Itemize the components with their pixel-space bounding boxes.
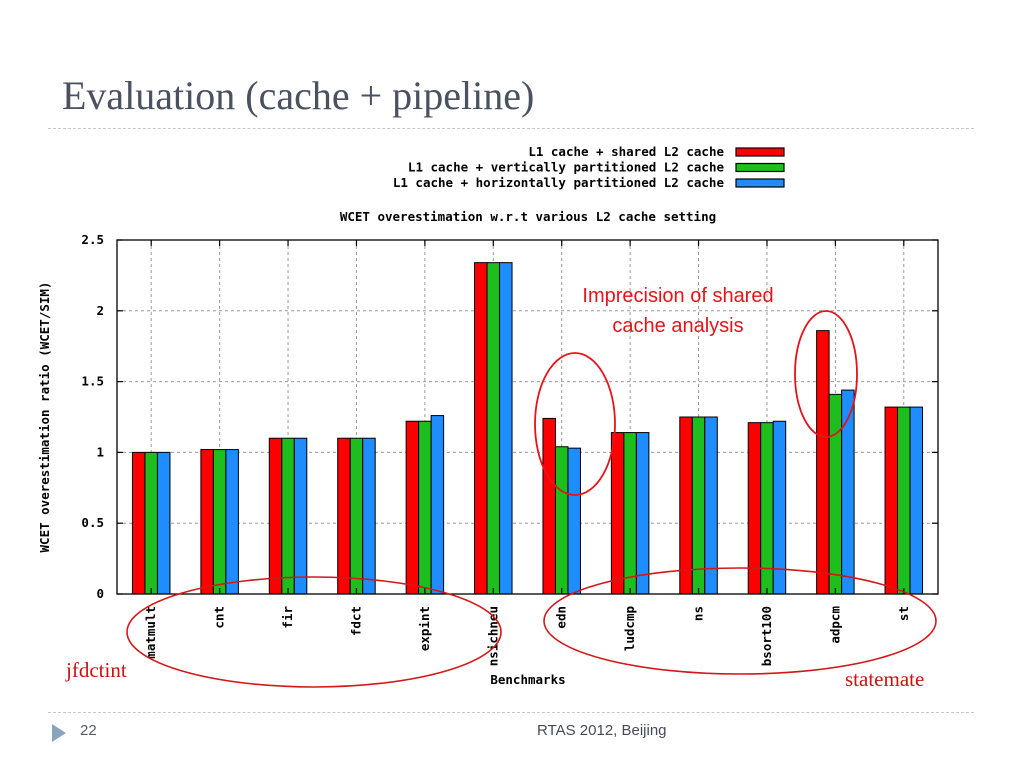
x-tick-label: fdct <box>348 606 363 636</box>
legend-label: L1 cache + vertically partitioned L2 cac… <box>408 160 725 175</box>
bar-st-series-1 <box>884 406 899 595</box>
chart-grid <box>117 240 938 594</box>
bar-matmult-series-3 <box>156 451 171 595</box>
bar-nsichneu-series-1 <box>474 262 488 595</box>
statemate-group-ellipse <box>543 567 937 675</box>
footer-venue: RTAS 2012, Beijing <box>537 722 667 739</box>
x-tick-label: st <box>896 606 911 621</box>
x-tick-label: edn <box>554 606 569 629</box>
jfdctint-group-ellipse <box>126 576 502 688</box>
bar-ns-series-3 <box>704 416 718 595</box>
y-tick-label: 2.5 <box>81 232 104 247</box>
bar-expint-series-2 <box>418 420 432 595</box>
bar-fdct-series-2 <box>349 437 364 595</box>
footer-divider <box>48 712 974 713</box>
bar-edn-series-3 <box>567 447 581 595</box>
legend-label: L1 cache + horizontally partitioned L2 c… <box>393 175 725 190</box>
legend-swatch <box>735 147 785 157</box>
bar-nsichneu-series-2 <box>486 262 501 595</box>
bar-adpcm-series-3 <box>841 389 855 595</box>
title-divider <box>48 128 974 129</box>
y-axis-ticks: 0 0.5 1 1.5 2 2.5 <box>81 232 938 601</box>
legend-label: L1 cache + shared L2 cache <box>528 144 724 159</box>
plot-frame <box>116 239 939 595</box>
x-tick-label: adpcm <box>827 606 842 644</box>
y-tick-label: 0 <box>96 586 104 601</box>
y-tick-label: 1.5 <box>81 374 104 389</box>
statemate-group-label: statemate <box>845 667 924 691</box>
bar-st-series-2 <box>897 406 911 595</box>
adpcm-highlight-ellipse <box>794 310 858 438</box>
x-tick-label: ns <box>691 606 706 621</box>
bar-fdct-series-1 <box>337 437 351 595</box>
bar-expint-series-3 <box>430 415 445 595</box>
bar-edn-series-1 <box>542 417 556 595</box>
x-tick-label: fir <box>280 606 295 629</box>
chart-bars <box>131 262 924 595</box>
jfdctint-group-label: jfdctint <box>65 658 127 682</box>
imprecision-note-line2: cache analysis <box>612 315 743 337</box>
x-tick-label: bsort100 <box>759 606 774 666</box>
x-tick-label: ludcmp <box>622 606 637 651</box>
edn-highlight-ellipse <box>534 352 616 496</box>
nav-arrow-icon[interactable] <box>52 724 66 742</box>
bar-adpcm-series-1 <box>816 330 830 595</box>
imprecision-note-line1: Imprecision of shared <box>582 285 773 307</box>
bar-fdct-series-3 <box>362 437 376 595</box>
bar-fir-series-3 <box>293 437 308 595</box>
bar-cnt-series-2 <box>212 449 227 595</box>
bar-edn-series-2 <box>554 446 569 595</box>
x-tick-label: expint <box>417 606 432 651</box>
bar-st-series-3 <box>909 406 924 595</box>
x-tick-label: cnt <box>212 606 227 629</box>
bar-fir-series-1 <box>268 437 283 595</box>
bar-adpcm-series-2 <box>828 393 843 595</box>
bar-matmult-series-1 <box>131 451 146 595</box>
bar-ns-series-1 <box>679 416 693 595</box>
page-number: 22 <box>80 722 97 739</box>
legend-swatch <box>735 178 785 188</box>
bar-ns-series-2 <box>691 416 706 595</box>
bar-ludcmp-series-3 <box>635 432 650 595</box>
bar-ludcmp-series-2 <box>623 432 637 595</box>
bar-expint-series-1 <box>405 420 420 595</box>
x-axis-ticks: matmult cnt fir fdct expint nsichneu edn ludcmp… <box>143 240 911 666</box>
bar-matmult-series-2 <box>144 451 158 595</box>
y-tick-label: 2 <box>96 303 104 318</box>
bar-cnt-series-3 <box>225 449 239 595</box>
x-tick-label: matmult <box>143 606 158 659</box>
y-axis-label: WCET overestimation ratio (WCET/SIM) <box>37 282 52 553</box>
bar-cnt-series-1 <box>200 449 214 595</box>
y-tick-label: 0.5 <box>81 515 104 530</box>
bar-ludcmp-series-1 <box>610 432 625 595</box>
bar-nsichneu-series-3 <box>499 262 513 595</box>
slide-title: Evaluation (cache + pipeline) <box>62 73 535 118</box>
x-axis-label: Benchmarks <box>490 672 565 687</box>
bar-fir-series-2 <box>281 437 295 595</box>
y-tick-label: 1 <box>96 444 104 459</box>
legend-swatch <box>735 162 785 173</box>
chart-title: WCET overestimation w.r.t various L2 cac… <box>340 209 716 224</box>
